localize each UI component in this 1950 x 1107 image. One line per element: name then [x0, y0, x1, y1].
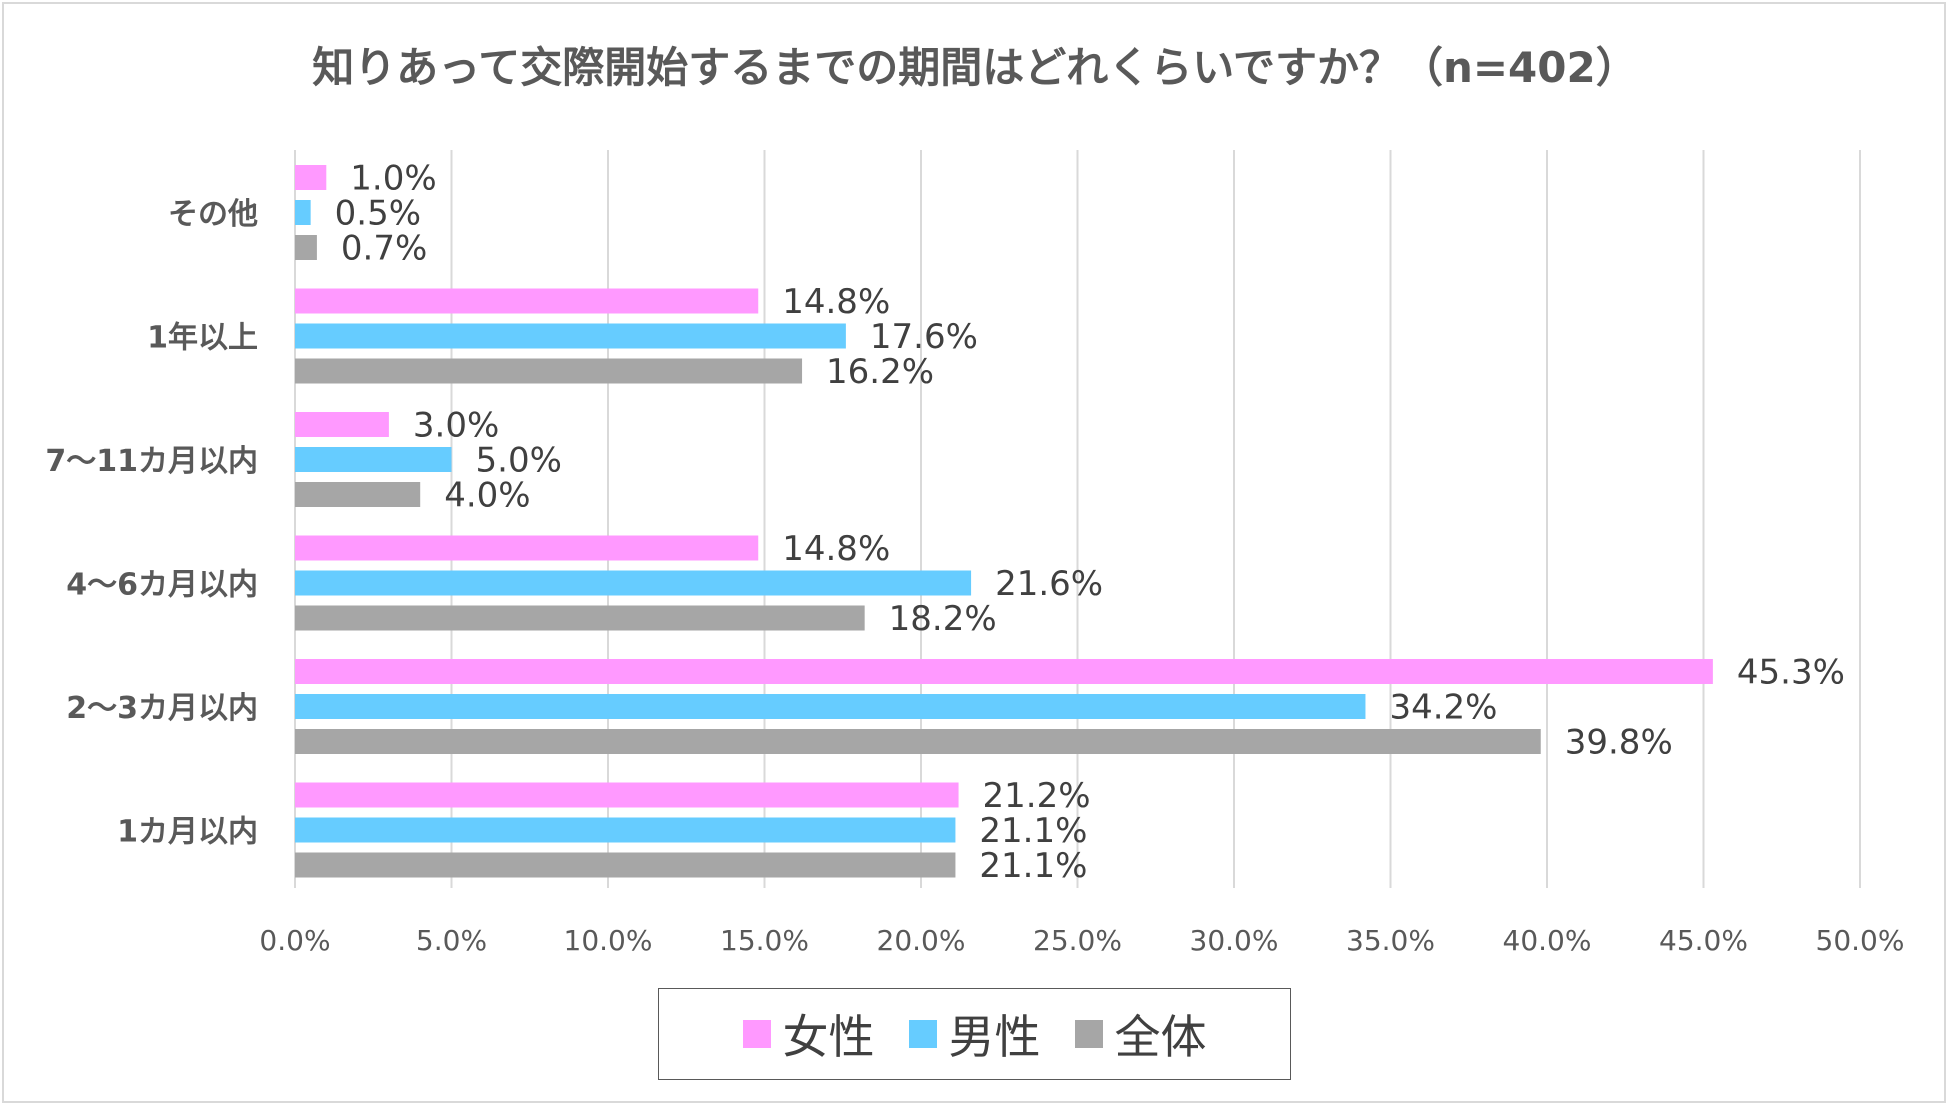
legend-label-male: 男性: [948, 1010, 1041, 1064]
data-label: 21.1%: [979, 811, 1087, 851]
bar: [295, 200, 311, 225]
data-label: 4.0%: [444, 476, 530, 516]
category-label: 4～6カ月以内: [66, 567, 258, 602]
bar: [295, 323, 846, 349]
legend-swatch-total: [1074, 1020, 1103, 1048]
bar: [295, 659, 1713, 684]
legend-swatch-female: [742, 1020, 771, 1048]
bar: [295, 288, 759, 314]
bar: [295, 782, 959, 808]
x-tick-label: 5.0%: [416, 924, 487, 957]
legend-item-male: 男性: [908, 1001, 1041, 1067]
data-labels: 1.0%0.5%0.7%14.8%17.6%16.2%3.0%5.0%4.0%1…: [335, 159, 1845, 887]
bar: [295, 358, 803, 384]
bar: [295, 535, 759, 561]
x-tick-label: 10.0%: [564, 924, 653, 957]
data-label: 45.3%: [1737, 653, 1845, 693]
bar: [295, 235, 317, 260]
x-tick-label: 40.0%: [1503, 924, 1592, 957]
bar: [295, 570, 972, 596]
x-tick-label: 20.0%: [877, 924, 966, 957]
legend-label-total: 全体: [1114, 1010, 1207, 1064]
legend-item-female: 女性: [742, 1001, 875, 1067]
bar: [295, 165, 327, 190]
bar: [295, 447, 452, 472]
data-label: 0.5%: [335, 194, 421, 234]
bar: [295, 852, 956, 878]
x-tick-label: 0.0%: [259, 924, 330, 957]
bar: [295, 694, 1366, 719]
x-tick-label: 50.0%: [1816, 924, 1905, 957]
x-tick-label: 30.0%: [1190, 924, 1279, 957]
data-label: 16.2%: [826, 352, 934, 392]
x-tick-label: 45.0%: [1659, 924, 1748, 957]
x-tick-label: 35.0%: [1346, 924, 1435, 957]
bar: [295, 817, 956, 843]
data-label: 21.6%: [995, 564, 1103, 604]
bar: [295, 482, 421, 507]
category-labels: その他 1年以上 7～11カ月以内 4～6カ月以内 2～3カ月以内 1カ月以内: [45, 197, 258, 850]
legend-item-total: 全体: [1074, 1001, 1207, 1067]
data-label: 39.8%: [1565, 723, 1673, 763]
data-label: 21.2%: [983, 776, 1091, 816]
category-label: 1カ月以内: [117, 814, 258, 849]
bar: [295, 605, 865, 631]
category-label: 7～11カ月以内: [45, 444, 258, 479]
category-label: その他: [168, 197, 258, 232]
bar: [295, 729, 1541, 754]
category-label: 1年以上: [147, 320, 258, 355]
data-label: 0.7%: [341, 229, 427, 269]
x-tick-label: 15.0%: [720, 924, 809, 957]
data-label: 5.0%: [476, 441, 562, 481]
x-tick-label: 25.0%: [1033, 924, 1122, 957]
data-label: 14.8%: [782, 529, 890, 569]
data-label: 18.2%: [889, 599, 997, 639]
legend: 女性 男性 全体: [658, 988, 1291, 1080]
data-label: 1.0%: [350, 159, 436, 199]
bars: [295, 165, 1713, 878]
legend-swatch-male: [908, 1020, 937, 1048]
category-label: 2～3カ月以内: [66, 691, 258, 726]
x-tick-labels: 0.0% 5.0% 10.0% 15.0% 20.0% 25.0% 30.0% 35.0% 40…: [259, 924, 1904, 957]
data-label: 14.8%: [782, 282, 890, 322]
data-label: 21.1%: [979, 846, 1087, 886]
bar: [295, 412, 389, 437]
data-label: 17.6%: [870, 317, 978, 357]
chart-title: 知りあって交際開始するまでの期間はどれくらいですか？（n=402）: [312, 43, 1637, 92]
data-label: 34.2%: [1389, 688, 1497, 728]
data-label: 3.0%: [413, 406, 499, 446]
gridlines: [294, 150, 1861, 888]
legend-label-female: 女性: [782, 1010, 875, 1064]
